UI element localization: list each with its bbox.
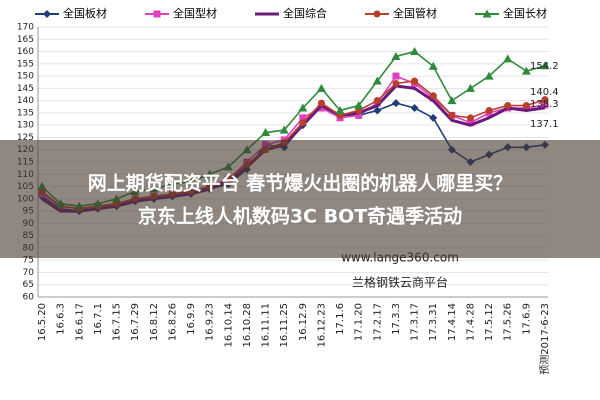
- x-tick-label: 17.3.17: [410, 303, 421, 341]
- y-tick-label: 155: [17, 59, 34, 69]
- legend-label: 全国长材: [503, 6, 547, 20]
- marker: [410, 104, 419, 112]
- marker: [540, 61, 550, 70]
- x-tick-label: 17.4.28: [465, 303, 476, 341]
- marker: [153, 10, 161, 18]
- marker: [429, 92, 437, 100]
- x-tick-label: 16.6.3: [56, 303, 67, 335]
- marker: [466, 114, 474, 122]
- marker: [522, 102, 530, 110]
- marker: [541, 96, 549, 104]
- marker: [448, 111, 456, 119]
- marker: [372, 76, 382, 85]
- x-tick-label: 16.10.28: [242, 303, 253, 348]
- x-tick-label: 16.12.23: [316, 303, 327, 348]
- marker: [504, 102, 512, 110]
- x-tick-label: 17.4.14: [447, 303, 458, 341]
- x-tick-label: 17.3.31: [428, 303, 439, 341]
- marker: [447, 96, 457, 105]
- y-tick-label: 70: [23, 268, 35, 278]
- x-tick-label: 16.7.1: [93, 303, 104, 335]
- marker: [429, 113, 438, 122]
- marker: [391, 99, 400, 108]
- marker: [373, 10, 381, 18]
- marker: [392, 72, 400, 80]
- x-tick-label: 17.3.3: [391, 303, 402, 335]
- y-tick-label: 130: [17, 121, 34, 131]
- x-tick-label: 16.11.25: [279, 303, 290, 348]
- x-tick-label: 17.5.12: [484, 303, 495, 341]
- legend-label: 全国管材: [393, 6, 437, 20]
- y-tick-label: 125: [17, 133, 34, 143]
- x-tick-label: 17.1.20: [354, 303, 365, 341]
- annotation: 154.2: [530, 61, 559, 72]
- x-tick-label: 16.7.15: [112, 303, 123, 341]
- marker: [299, 119, 307, 127]
- x-tick-label: 16.9.9: [186, 303, 197, 335]
- marker: [465, 83, 475, 92]
- marker: [298, 103, 308, 112]
- marker: [410, 47, 420, 56]
- annotation: 137.1: [530, 119, 559, 130]
- overlay-text: 京东上线人机数码3C BOT奇遇季活动: [138, 205, 462, 228]
- marker: [466, 119, 474, 127]
- marker: [355, 111, 363, 119]
- marker: [354, 101, 364, 110]
- marker: [482, 9, 492, 18]
- marker: [541, 101, 549, 109]
- marker: [373, 106, 382, 115]
- marker: [392, 79, 400, 87]
- y-tick-label: 170: [17, 23, 34, 33]
- y-tick-label: 145: [17, 84, 34, 94]
- y-tick-label: 160: [17, 47, 34, 57]
- marker: [43, 10, 51, 18]
- marker: [428, 61, 438, 70]
- marker: [373, 97, 381, 105]
- watermark: 兰格钢铁云商平台: [352, 275, 448, 290]
- x-tick-label: 17.6.9: [521, 303, 532, 335]
- x-tick-label: 16.8.12: [149, 303, 160, 341]
- annotation: 140.4: [530, 87, 559, 98]
- x-tick-label: 17.1.6: [335, 303, 346, 335]
- y-tick-label: 150: [17, 72, 34, 82]
- x-tick-label: 16.9.23: [205, 303, 216, 341]
- legend-label: 全国型材: [173, 6, 217, 20]
- marker: [335, 105, 345, 114]
- x-tick-label: 16.6.17: [74, 303, 85, 341]
- marker: [411, 77, 419, 85]
- overlay-banner: [0, 140, 600, 258]
- x-tick-label: 17.2.17: [372, 303, 383, 341]
- x-tick-label: 16.8.26: [167, 303, 178, 341]
- x-tick-label: 16.7.29: [130, 303, 141, 341]
- y-tick-label: 165: [17, 35, 34, 45]
- marker: [317, 99, 325, 107]
- x-tick-label: 16.11.11: [261, 303, 272, 348]
- x-tick-label: 17.5.26: [503, 303, 514, 341]
- legend-label: 全国综合: [283, 6, 327, 20]
- x-tick-label: 16.5.20: [37, 303, 48, 341]
- annotation: 138.3: [530, 99, 559, 110]
- legend-label: 全国板材: [63, 6, 107, 20]
- marker: [391, 51, 401, 60]
- y-tick-label: 65: [23, 280, 34, 290]
- overlay-text: 网上期货配资平台 春节爆火出圈的机器人哪里买？: [88, 172, 513, 195]
- marker: [485, 106, 493, 114]
- marker: [279, 125, 289, 134]
- marker: [317, 104, 325, 112]
- marker: [503, 54, 513, 63]
- x-tick-label: 16.10.14: [223, 303, 234, 348]
- y-tick-label: 140: [17, 96, 34, 106]
- marker: [484, 71, 494, 80]
- marker: [316, 83, 326, 92]
- y-tick-label: 135: [17, 108, 34, 118]
- x-tick-label: 预测2017-6-23: [538, 303, 551, 375]
- marker: [521, 66, 531, 75]
- x-tick-label: 16.12.9: [298, 303, 309, 341]
- marker: [261, 128, 271, 137]
- marker: [299, 114, 307, 122]
- y-tick-label: 75: [23, 256, 34, 266]
- y-tick-label: 60: [23, 293, 35, 303]
